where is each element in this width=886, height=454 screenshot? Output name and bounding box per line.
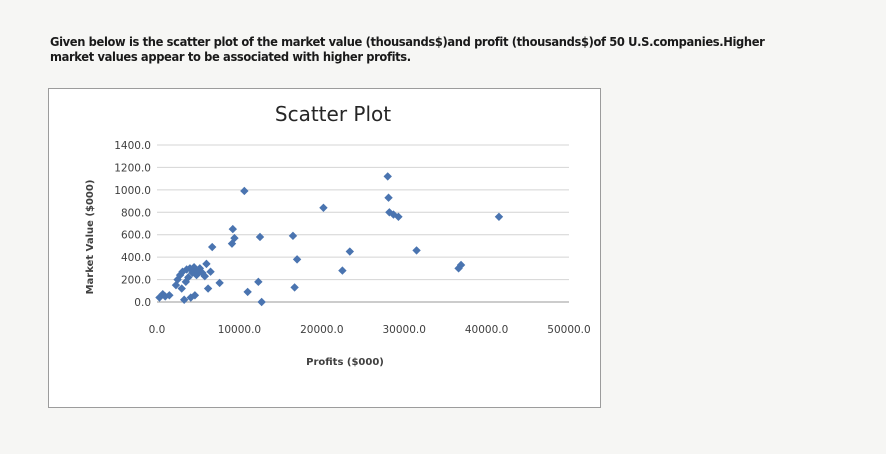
scatter-point <box>203 284 213 293</box>
y-tick-label: 200.0 <box>121 275 151 287</box>
chart-title: Scatter Plot <box>275 102 391 126</box>
x-tick-label: 50000.0 <box>547 324 590 336</box>
scatter-point <box>228 224 238 234</box>
scatter-point <box>243 287 252 297</box>
scatter-point <box>206 267 215 276</box>
scatter-point <box>179 295 189 304</box>
scatter-point <box>208 242 217 252</box>
x-tick-label: 0.0 <box>149 324 166 336</box>
scatter-point <box>186 293 195 302</box>
x-axis-ticks: 0.0 10000.0 20000.0 30000.0 40000.0 50000.0 <box>149 324 591 336</box>
scatter-point <box>394 212 403 221</box>
scatter-point <box>345 247 355 256</box>
question-text: Given below is the scatter plot of the m… <box>50 34 765 64</box>
scatter-point <box>257 297 266 307</box>
y-tick-label: 1000.0 <box>114 185 151 197</box>
y-axis-label: Market Value ($000) <box>85 180 96 295</box>
y-tick-label: 400.0 <box>121 252 151 264</box>
data-points <box>155 172 504 307</box>
scatter-point <box>290 283 299 292</box>
scatter-point <box>200 272 209 281</box>
scatter-chart: Scatter Plot 0.0 200.0 400.0 600.0 800.0 1000… <box>85 102 591 368</box>
scatter-point <box>165 291 174 300</box>
scatter-point <box>456 260 466 270</box>
gridlines <box>157 144 569 303</box>
scatter-point <box>240 186 249 196</box>
x-tick-label: 10000.0 <box>218 324 261 336</box>
y-tick-label: 1400.0 <box>114 140 151 152</box>
scatter-point <box>190 291 200 300</box>
scatter-point <box>288 231 298 241</box>
scatter-point <box>255 232 265 242</box>
scatter-point <box>184 273 193 282</box>
scatter-point <box>177 284 186 293</box>
scatter-point <box>155 293 164 302</box>
y-tick-label: 800.0 <box>121 207 151 219</box>
y-tick-label: 600.0 <box>121 230 151 242</box>
scatter-point <box>230 233 239 243</box>
x-tick-label: 30000.0 <box>382 324 425 336</box>
scatter-point <box>384 193 393 202</box>
scatter-point <box>254 277 263 287</box>
scatter-point <box>412 246 421 255</box>
y-tick-label: 0.0 <box>134 297 151 309</box>
scatter-point <box>182 265 191 274</box>
scatter-point <box>319 203 328 212</box>
x-tick-label: 20000.0 <box>300 324 343 336</box>
scatter-point <box>383 172 392 181</box>
scatter-point <box>494 212 504 221</box>
scatter-point <box>338 266 347 275</box>
y-tick-label: 1200.0 <box>114 162 151 174</box>
x-tick-label: 40000.0 <box>465 324 508 336</box>
y-axis-ticks: 0.0 200.0 400.0 600.0 800.0 1000.0 1200.0 1400.… <box>114 140 151 309</box>
scatter-point <box>215 278 224 288</box>
scatter-point <box>202 259 211 269</box>
chart-frame: Scatter Plot 0.0 200.0 400.0 600.0 800.0 1000… <box>48 88 601 408</box>
scatter-point <box>292 255 302 264</box>
x-axis-label: Profits ($000) <box>306 357 384 368</box>
